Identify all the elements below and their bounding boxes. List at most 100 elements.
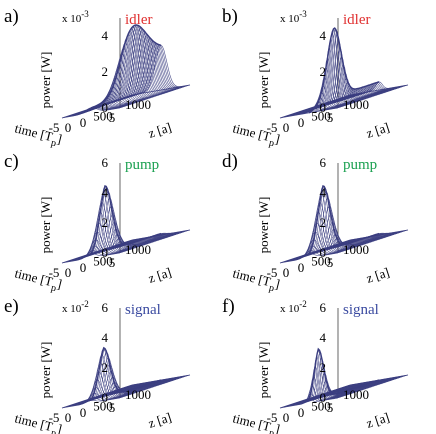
t-tick-label: -5 <box>49 410 60 425</box>
surface-side-edge <box>131 229 191 241</box>
z-tick-label: 2 <box>320 64 327 79</box>
surface-side-edge <box>131 84 191 96</box>
x-tick-label: 500 <box>311 399 331 414</box>
z-tick-label: 4 <box>102 28 109 43</box>
x-tick-label: 500 <box>93 399 113 414</box>
x-tick-label: 0 <box>65 265 72 280</box>
z-tick-label: 2 <box>320 360 327 375</box>
x-tick-label: 1000 <box>343 97 369 112</box>
surface-ridge <box>90 24 162 109</box>
panel-label: a) <box>4 6 19 27</box>
t-tick-label: 0 <box>298 115 305 130</box>
surface-side-edge <box>131 374 191 386</box>
t-tick-label: 0 <box>80 260 87 275</box>
t-tick-label: 5 <box>109 110 116 125</box>
surface-front-edge <box>61 239 133 264</box>
x-axis-label: z [a] <box>364 264 391 286</box>
z-tick-label: 4 <box>320 185 327 200</box>
surface-front-edge <box>61 94 133 119</box>
t-tick-label: 0 <box>80 405 87 420</box>
surface-front-edge <box>279 94 351 119</box>
z-tick-label: 2 <box>320 215 327 230</box>
t-tick-label: 0 <box>298 405 305 420</box>
z-axis-label: power [W] <box>38 342 53 399</box>
panel-label: b) <box>222 6 238 27</box>
t-tick-label: 5 <box>327 400 334 415</box>
surface-side-edge <box>349 84 409 96</box>
z-tick-label: 0 <box>320 100 327 115</box>
panel-label: f) <box>222 296 235 317</box>
x-axis-label: z [a] <box>146 409 173 431</box>
x-tick-label: 1000 <box>125 97 151 112</box>
t-tick-label: -5 <box>267 120 278 135</box>
panel-label: e) <box>4 296 19 317</box>
x-tick-label: 1000 <box>125 387 151 402</box>
z-tick-label: 0 <box>102 100 109 115</box>
z-tick-label: 4 <box>320 330 327 345</box>
z-axis-label: power [W] <box>256 342 271 399</box>
x-tick-label: 0 <box>283 265 290 280</box>
panel-label: d) <box>222 151 238 172</box>
t-tick-label: 5 <box>327 110 334 125</box>
x-tick-label: 500 <box>311 254 331 269</box>
panel-title: pump <box>125 157 159 173</box>
z-tick-label: 4 <box>320 28 327 43</box>
x-tick-label: 0 <box>65 410 72 425</box>
x-axis-label: z [a] <box>146 264 173 286</box>
x-tick-label: 1000 <box>125 242 151 257</box>
t-tick-label: 0 <box>80 115 87 130</box>
x-tick-label: 1000 <box>343 242 369 257</box>
x-tick-label: 500 <box>93 109 113 124</box>
z-axis-label: power [W] <box>256 197 271 254</box>
z-tick-label: 4 <box>102 185 109 200</box>
x-tick-label: 0 <box>283 120 290 135</box>
surface-ridge <box>90 346 162 401</box>
z-tick-label: 0 <box>320 245 327 260</box>
scale-factor: x 10-2 <box>280 299 307 315</box>
z-tick-label: 0 <box>102 245 109 260</box>
surface-ridge <box>308 347 380 399</box>
z-axis-label: power [W] <box>38 52 53 109</box>
x-axis-label: z [a] <box>146 119 173 141</box>
z-tick-label: 6 <box>102 155 109 170</box>
panel-title: signal <box>343 302 379 318</box>
surface-side-edge <box>349 374 409 386</box>
panel-title: pump <box>343 157 377 173</box>
x-tick-label: 1000 <box>343 387 369 402</box>
surface-ridge <box>308 27 380 114</box>
z-tick-label: 6 <box>102 300 109 315</box>
surface-front-edge <box>61 384 133 409</box>
panel-title: idler <box>343 12 371 28</box>
scale-factor: x 10-2 <box>62 299 89 315</box>
t-tick-label: -5 <box>267 265 278 280</box>
z-tick-label: 2 <box>102 360 109 375</box>
surface-front-edge <box>279 384 351 409</box>
x-tick-label: 0 <box>65 120 72 135</box>
x-tick-label: 500 <box>311 109 331 124</box>
t-tick-label: -5 <box>267 410 278 425</box>
z-tick-label: 2 <box>102 64 109 79</box>
z-tick-label: 4 <box>102 330 109 345</box>
t-tick-label: -5 <box>49 265 60 280</box>
z-tick-label: 0 <box>102 390 109 405</box>
scale-factor: x 10-3 <box>62 9 89 25</box>
panel-title: idler <box>125 12 153 28</box>
scale-factor: x 10-3 <box>280 9 307 25</box>
panel-label: c) <box>4 151 19 172</box>
z-tick-label: 6 <box>320 155 327 170</box>
t-tick-label: 5 <box>109 255 116 270</box>
z-tick-label: 6 <box>320 300 327 315</box>
t-tick-label: 5 <box>109 400 116 415</box>
z-tick-label: 0 <box>320 390 327 405</box>
x-tick-label: 500 <box>93 254 113 269</box>
x-axis-label: z [a] <box>364 119 391 141</box>
z-axis-label: power [W] <box>38 197 53 254</box>
t-tick-label: -5 <box>49 120 60 135</box>
z-axis-label: power [W] <box>256 52 271 109</box>
surface-side-edge <box>349 229 409 241</box>
